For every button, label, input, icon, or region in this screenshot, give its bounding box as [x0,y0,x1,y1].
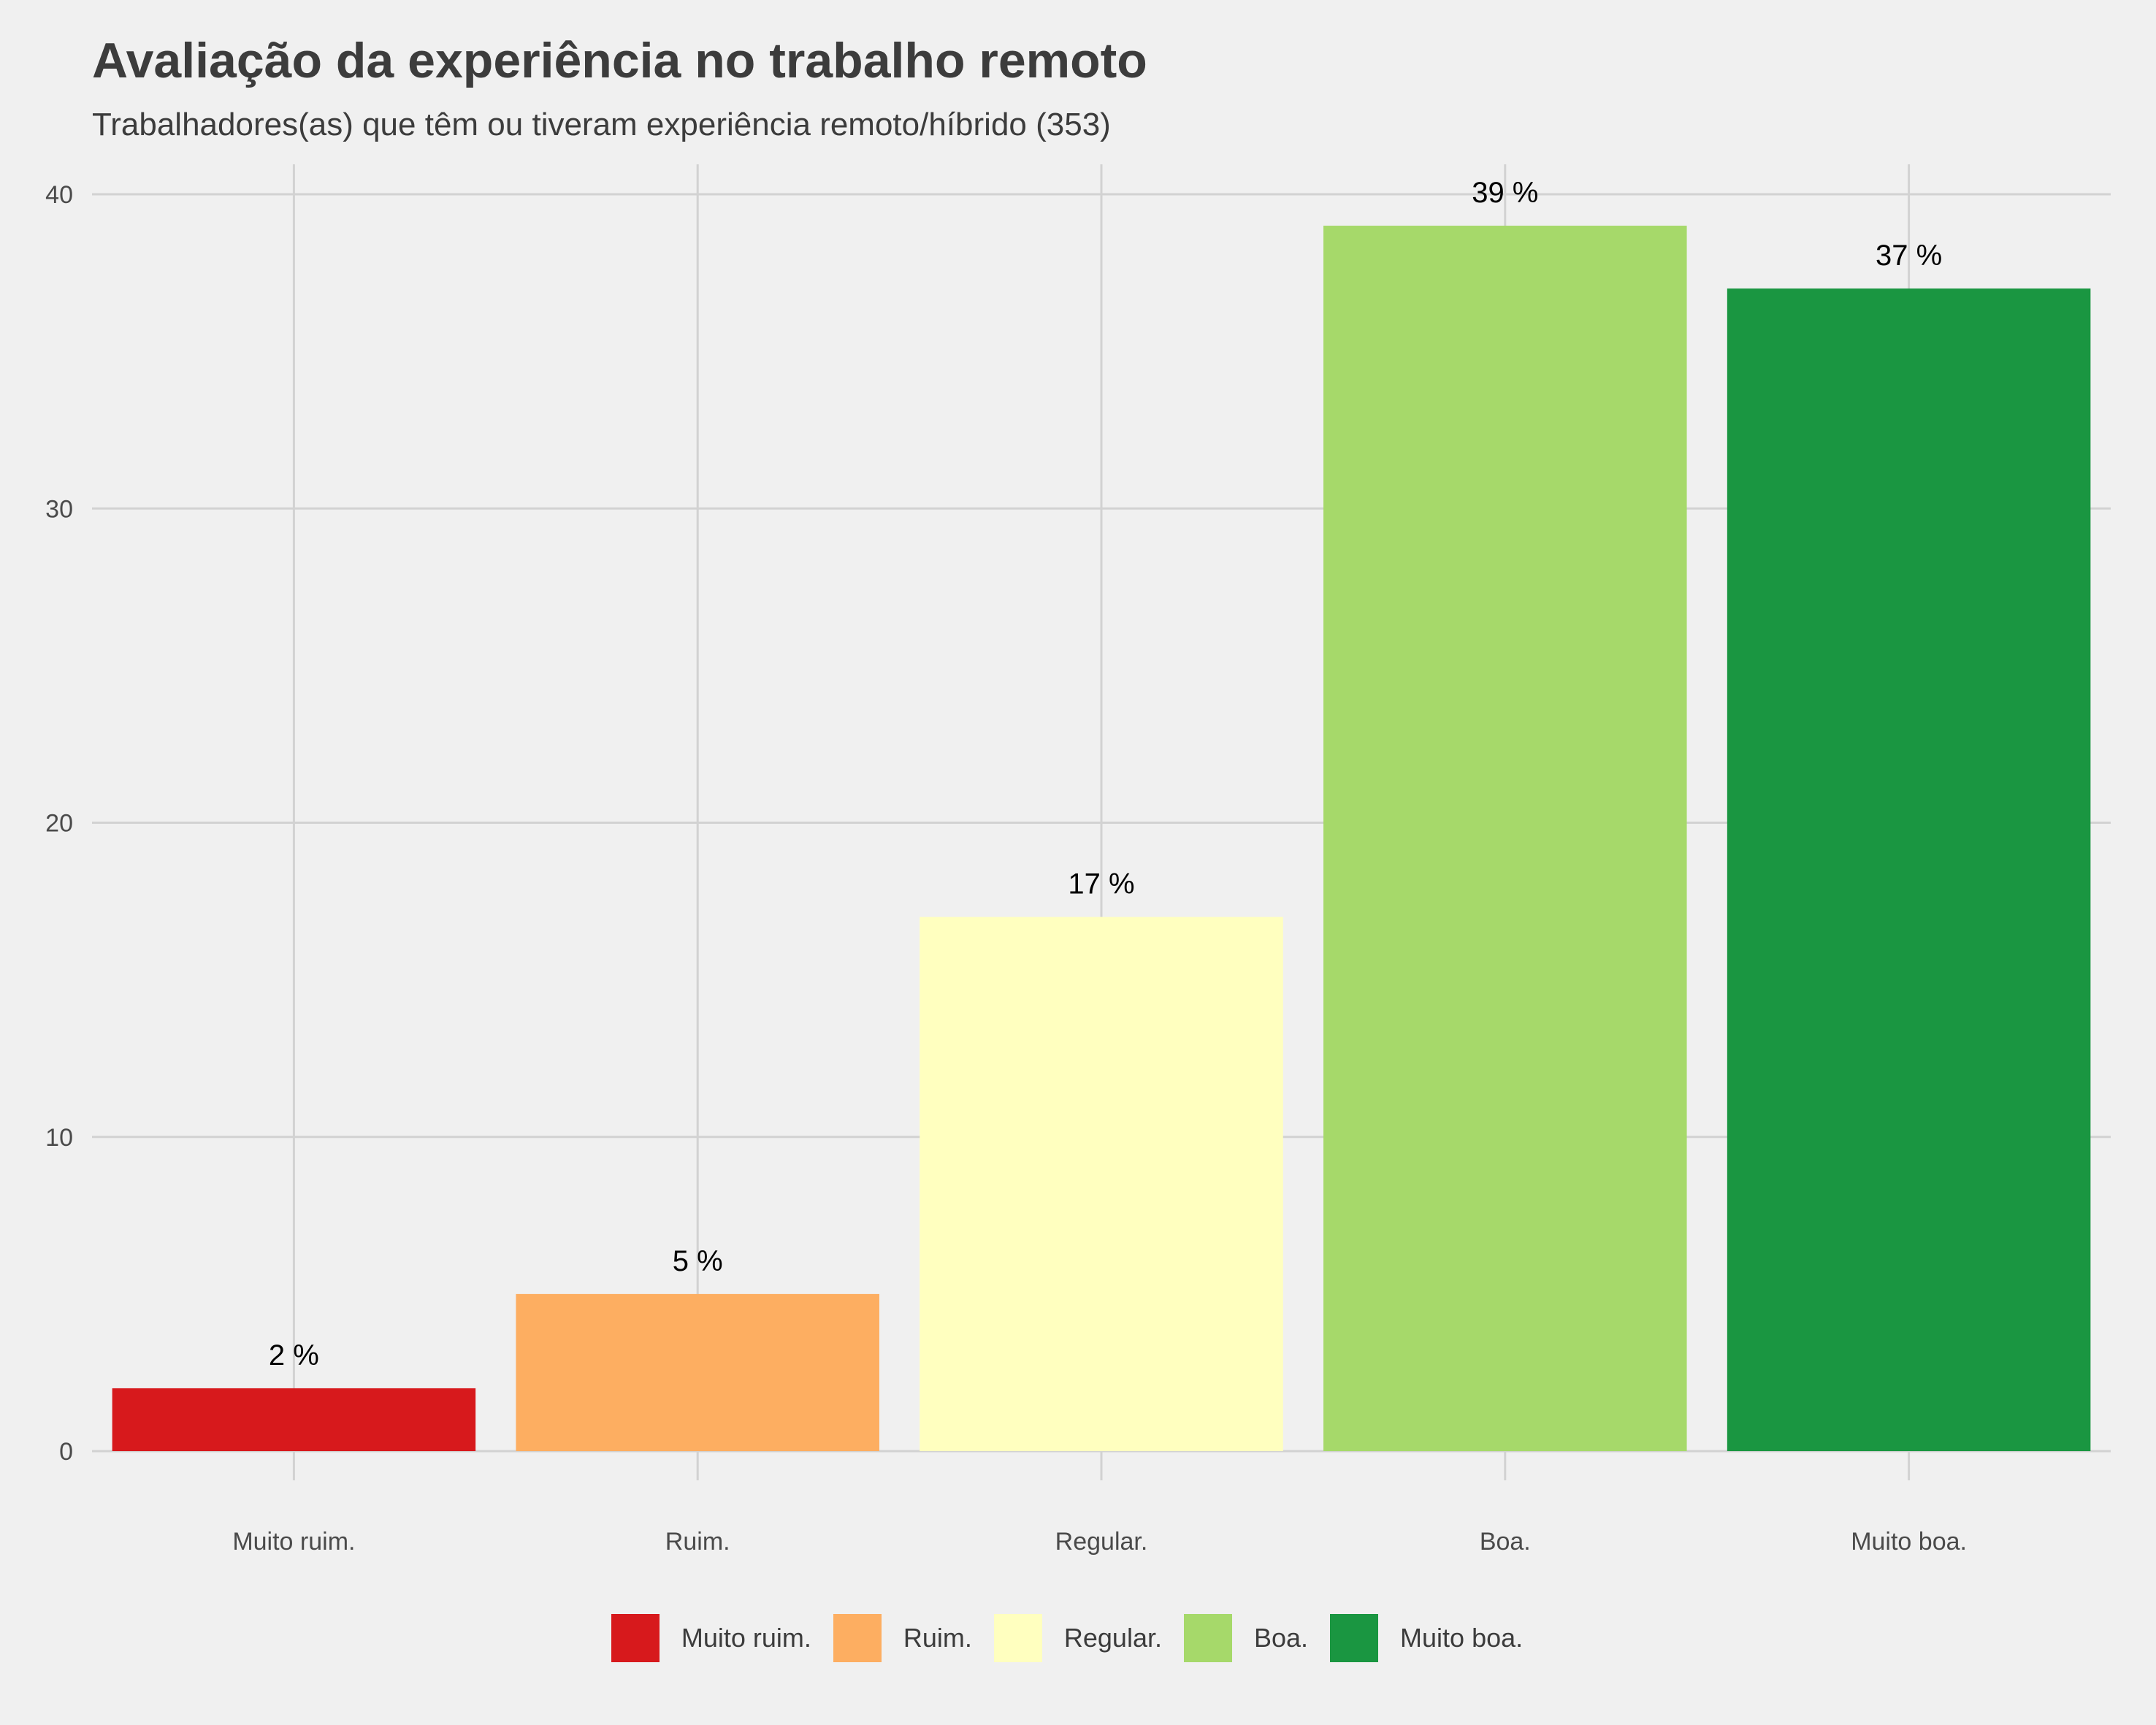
chart-title: Avaliação da experiência no trabalho rem… [92,33,1147,88]
x-tick-label: Regular. [1055,1528,1148,1556]
x-tick-label: Muito boa. [1851,1528,1967,1556]
y-tick-label: 20 [45,810,73,838]
legend-swatch [1330,1614,1379,1662]
y-tick-label: 10 [45,1124,73,1152]
bar-chart: 0 10 20 30 40 2 % Muito ruim. 5 % Ruim. 17 % Regul… [45,164,2111,1556]
bar-layer [112,226,2091,1452]
y-tick-label: 0 [59,1438,73,1466]
x-tick-label: Ruim. [665,1528,730,1556]
legend-swatch [611,1614,660,1662]
bar-boa [1323,226,1687,1451]
legend-item: Regular. [993,1614,1162,1662]
legend-item: Ruim. [833,1614,972,1662]
legend-label: Boa. [1253,1623,1309,1653]
bar-regular [920,917,1283,1451]
y-tick-label: 40 [45,181,73,209]
bar-value-label: 2 % [269,1339,319,1372]
legend-label: Ruim. [903,1623,972,1653]
bar-muito-ruim [112,1388,476,1451]
bar-value-label: 37 % [1876,240,1942,272]
legend-label: Regular. [1063,1623,1162,1653]
x-tick-label: Boa. [1480,1528,1531,1556]
bar-value-label: 5 % [673,1245,723,1277]
bar-muito-boa [1727,288,2091,1452]
legend-swatch [993,1614,1042,1662]
bar-value-label: 17 % [1068,868,1134,900]
legend-item: Muito ruim. [611,1614,811,1662]
bar-ruim [516,1293,879,1451]
x-tick-label: Muito ruim. [232,1528,355,1556]
legend-item: Muito boa. [1330,1614,1523,1662]
bar-value-label: 39 % [1472,177,1538,209]
legend-swatch [1183,1614,1232,1662]
legend-item: Boa. [1183,1614,1309,1662]
chart-subtitle: Trabalhadores(as) que têm ou tiveram exp… [92,107,1111,142]
legend: Muito ruim. Ruim. Regular. Boa. Muito boa. [0,1614,2156,1662]
legend-label: Muito ruim. [681,1623,811,1653]
legend-swatch [833,1614,882,1662]
label-layer: 0 10 20 30 40 2 % Muito ruim. 5 % Ruim. 17 % Regul… [45,177,1967,1556]
legend-label: Muito boa. [1400,1623,1524,1653]
y-tick-label: 30 [45,495,73,523]
